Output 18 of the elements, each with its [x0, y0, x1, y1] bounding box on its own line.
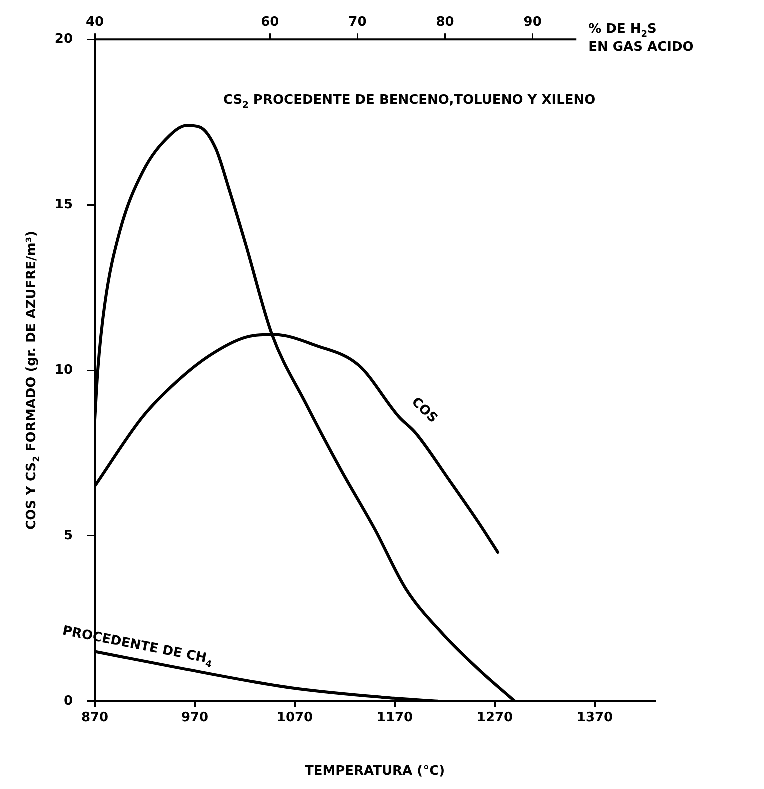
y-tick-label: 10	[54, 362, 73, 378]
x-axis-title: TEMPERATURA (°C)	[304, 764, 446, 779]
x-tick-label: 1270	[476, 710, 514, 726]
y-tick-label: 15	[54, 197, 73, 212]
y-tick-label: 5	[64, 528, 73, 544]
y-tick-label: 20	[54, 32, 73, 47]
y-axis-title: COS Y CS2 FORMADO (gr. DE AZUFRE/m³)	[24, 231, 42, 530]
y-tick-label: 0	[64, 694, 73, 709]
x2-tick-label: 90	[524, 15, 542, 30]
x-tick-label: 1070	[276, 710, 314, 726]
x2-tick-label: 60	[261, 15, 280, 30]
x-tick-label: 1170	[376, 710, 414, 726]
x2-tick-label: 40	[86, 15, 104, 30]
x-tick-label: 1370	[576, 710, 614, 726]
x2-tick-label: 80	[436, 15, 454, 30]
x-tick-label: 970	[181, 710, 209, 726]
x2-tick-label: 70	[348, 15, 367, 30]
x-tick-label: 870	[81, 710, 109, 726]
